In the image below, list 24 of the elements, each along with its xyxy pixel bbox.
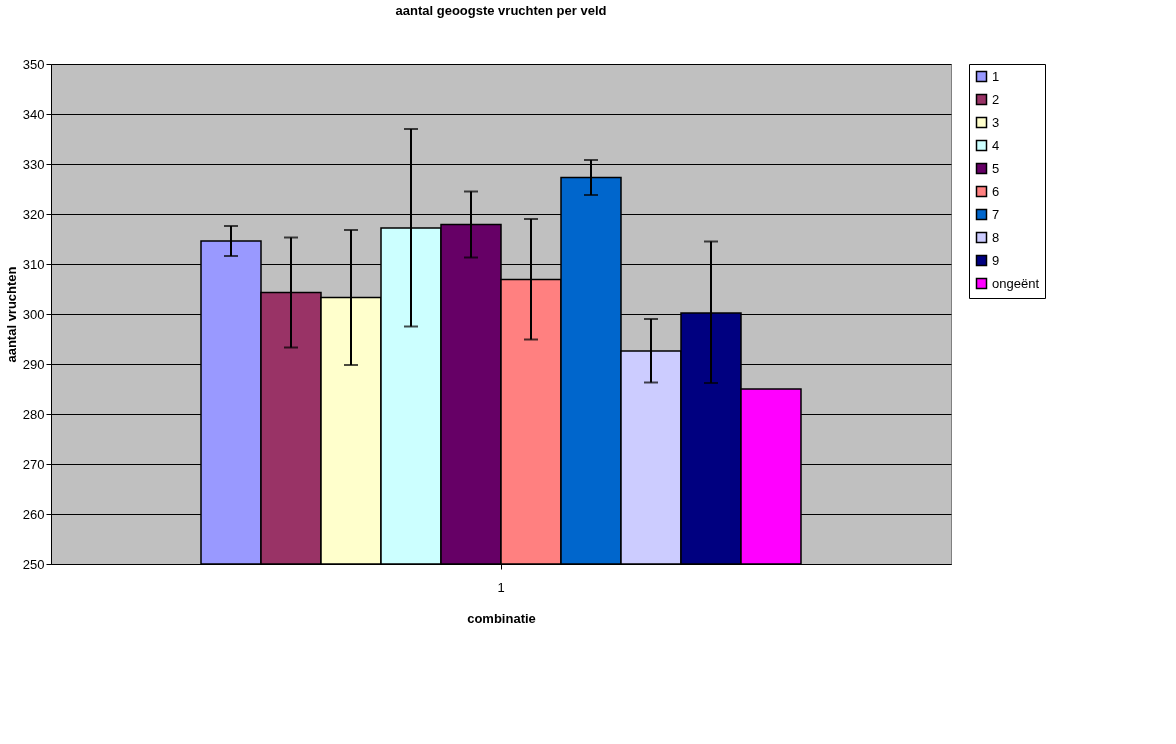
x-axis-title: combinatie: [467, 610, 536, 626]
legend-label: 1: [992, 68, 1000, 84]
y-tick-label: 250: [22, 556, 45, 572]
legend-label: 6: [992, 183, 1000, 199]
y-tick-label: 300: [22, 306, 45, 322]
y-tick-label: 350: [22, 56, 45, 72]
y-tick-label: 310: [22, 256, 45, 272]
legend-label: 3: [992, 114, 1000, 130]
y-tick-label: 340: [22, 106, 45, 122]
y-tick-label: 320: [22, 206, 45, 222]
y-tick-label: 280: [22, 406, 45, 422]
y-tick-label: 290: [22, 356, 45, 372]
legend-label: 5: [992, 160, 1000, 176]
y-tick-label: 270: [22, 456, 45, 472]
legend-label: 2: [992, 91, 1000, 107]
y-tick-label: 330: [22, 156, 45, 172]
legend-label: ongeënt: [992, 275, 1040, 291]
y-tick-label: 260: [22, 506, 45, 522]
y-axis-title: aantal vruchten: [3, 266, 19, 363]
legend-label: 8: [992, 229, 1000, 245]
chart-title: aantal geoogste vruchten per veld: [395, 3, 607, 18]
legend-label: 7: [992, 206, 1000, 222]
legend-label: 4: [992, 137, 1000, 153]
legend-label: 9: [992, 252, 1000, 268]
